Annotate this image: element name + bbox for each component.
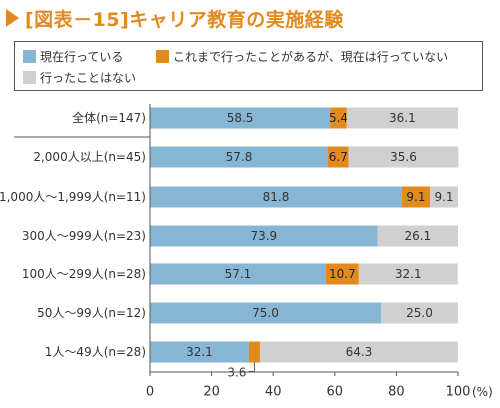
legend-item-current: 現在行っている bbox=[23, 48, 123, 65]
bar-segment bbox=[259, 341, 458, 363]
bar-segment bbox=[150, 225, 378, 247]
data-label: 10.7 bbox=[329, 267, 356, 281]
legend-label-past: これまで行ったことがあるが、現在は行っていない bbox=[173, 50, 449, 64]
data-label: 9.1 bbox=[406, 190, 425, 204]
legend-swatch-current bbox=[23, 50, 36, 63]
data-label: 5.4 bbox=[329, 111, 348, 125]
legend-swatch-never bbox=[23, 71, 36, 84]
bar-segment bbox=[401, 186, 430, 208]
bar-segment bbox=[325, 263, 359, 285]
legend-swatch-past bbox=[156, 50, 169, 63]
bar-segment bbox=[348, 146, 459, 168]
category-label: 1人～49人(n=28) bbox=[45, 345, 146, 359]
data-label: 25.0 bbox=[406, 306, 433, 320]
chart-title-text: [図表－15]キャリア教育の実施経験 bbox=[25, 8, 344, 31]
bar-segment bbox=[150, 302, 381, 324]
bar-segment bbox=[328, 146, 349, 168]
x-unit-label: (%) bbox=[472, 385, 493, 399]
data-label: 32.1 bbox=[395, 267, 422, 281]
category-label: 100人～299人(n=28) bbox=[22, 267, 146, 281]
x-tick-label: 100 bbox=[446, 385, 471, 400]
triangle-icon bbox=[6, 9, 19, 27]
category-label: 300人～999人(n=23) bbox=[22, 229, 146, 243]
data-label: 57.8 bbox=[226, 150, 253, 164]
data-label: 35.6 bbox=[390, 150, 417, 164]
bar-segment bbox=[358, 263, 458, 285]
x-tick-label: 80 bbox=[388, 385, 405, 400]
category-label: 全体(n=147) bbox=[72, 110, 146, 125]
chart-title: [図表－15]キャリア教育の実施経験 bbox=[6, 4, 344, 32]
x-tick-label: 20 bbox=[203, 385, 220, 400]
category-label: 1,000人～1,999人(n=11) bbox=[0, 190, 146, 204]
data-label: 81.8 bbox=[263, 190, 290, 204]
x-tick-label: 40 bbox=[265, 385, 282, 400]
legend: 現在行っている これまで行ったことがあるが、現在は行っていない 行ったことはない bbox=[14, 41, 483, 91]
data-label: 6.7 bbox=[329, 150, 348, 164]
category-label: 50人～99人(n=12) bbox=[37, 306, 146, 320]
x-tick-label: 60 bbox=[327, 385, 344, 400]
bar-segment bbox=[377, 225, 458, 247]
data-label: 32.1 bbox=[186, 345, 213, 359]
bar-segment bbox=[150, 341, 249, 363]
legend-label-never: 行ったことはない bbox=[40, 71, 137, 85]
data-label: 75.0 bbox=[252, 306, 279, 320]
x-tick-label: 0 bbox=[146, 385, 154, 400]
leader-line bbox=[248, 362, 255, 372]
bar-segment bbox=[346, 107, 458, 129]
legend-label-current: 現在行っている bbox=[40, 50, 124, 64]
bar-segment bbox=[150, 186, 402, 208]
data-label: 26.1 bbox=[404, 229, 431, 243]
data-label: 64.3 bbox=[346, 345, 373, 359]
bar-segment bbox=[330, 107, 347, 129]
bar-segment bbox=[150, 146, 329, 168]
bar-segment bbox=[381, 302, 458, 324]
bar-segment bbox=[150, 107, 331, 129]
bar-segment bbox=[429, 186, 458, 208]
bar-segment bbox=[150, 263, 326, 285]
legend-item-past: これまで行ったことがあるが、現在は行っていない bbox=[156, 48, 448, 65]
data-label: 73.9 bbox=[250, 229, 277, 243]
data-label: 57.1 bbox=[225, 267, 252, 281]
category-label: 2,000人以上(n=45) bbox=[33, 150, 146, 164]
data-label: 58.5 bbox=[227, 111, 254, 125]
data-label: 9.1 bbox=[434, 190, 453, 204]
legend-item-never: 行ったことはない bbox=[23, 69, 136, 86]
data-label: 36.1 bbox=[389, 111, 416, 125]
bar-segment bbox=[248, 341, 260, 363]
